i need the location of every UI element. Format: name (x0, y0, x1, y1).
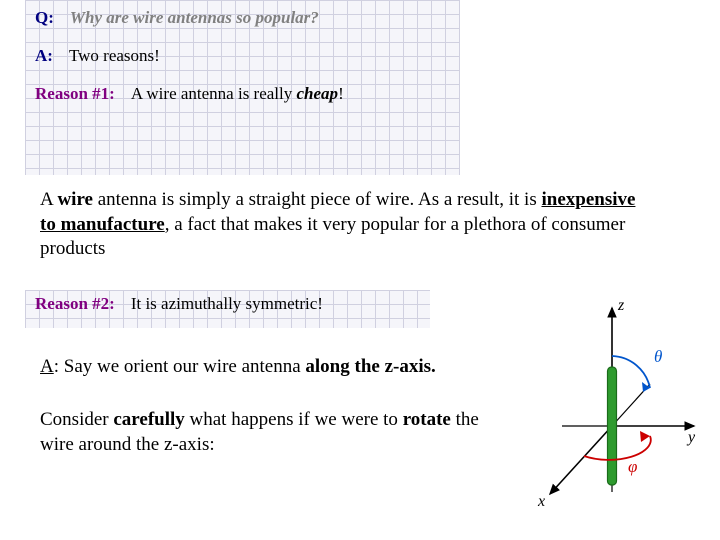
reason2-text: It is azimuthally symmetric! (131, 294, 323, 313)
question-row: Q: Why are wire antennas so popular? (35, 8, 450, 28)
z-label: z (617, 297, 625, 314)
reason1-row: Reason #1: A wire antenna is really chea… (35, 84, 450, 104)
y-label: y (686, 429, 696, 446)
reason1-label: Reason #1: (35, 84, 115, 103)
phi-arc (584, 436, 651, 460)
reason2-body-2: Consider carefully what happens if we we… (40, 408, 500, 457)
reason1-body: A wire antenna is simply a straight piec… (40, 188, 640, 262)
theta-arc (612, 356, 650, 388)
phi-arrowhead-icon (640, 431, 650, 442)
axis-diagram: z y x θ φ (532, 296, 702, 516)
qa-panel-top: Q: Why are wire antennas so popular? A: … (25, 0, 460, 175)
a-label: A: (35, 46, 53, 65)
reason2-row: Reason #2: It is azimuthally symmetric! (35, 294, 420, 314)
reason1-text: A wire antenna is really cheap! (131, 84, 344, 103)
theta-label: θ (654, 347, 662, 366)
reason2-body-1: A: Say we orient our wire antenna along … (40, 356, 560, 378)
a-text: Two reasons! (69, 46, 160, 65)
reason2-label: Reason #2: (35, 294, 115, 313)
x-label: x (537, 493, 545, 510)
q-label: Q: (35, 8, 54, 27)
q-text: Why are wire antennas so popular? (70, 8, 319, 27)
axis-svg: z y x θ φ (532, 296, 702, 516)
phi-label: φ (628, 457, 637, 476)
answer-row: A: Two reasons! (35, 46, 450, 66)
qa-panel-reason2: Reason #2: It is azimuthally symmetric! (25, 290, 430, 328)
wire-antenna (608, 367, 617, 485)
